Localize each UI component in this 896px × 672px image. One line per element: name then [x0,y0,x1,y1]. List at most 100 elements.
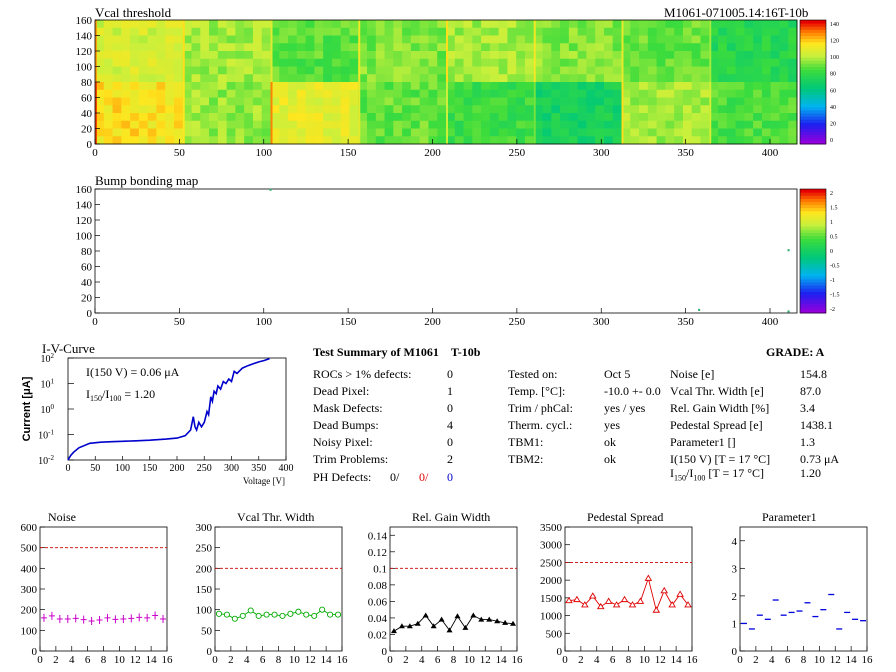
heatmap-cell [279,105,289,114]
heatmap-cell [288,43,298,52]
heatmap-cell [639,136,649,145]
palette-cell [800,137,826,142]
y-tick-label: 3000 [540,540,563,552]
heatmap-cell [191,20,201,29]
heatmap-cell [419,120,429,129]
heatmap-cell [138,51,149,60]
palette-cell [800,122,826,126]
grade-label: GRADE: A [766,345,825,359]
heatmap-cell [138,136,149,145]
heatmap-cell [463,113,473,122]
heatmap-cell [735,27,745,36]
heatmap-cell [630,20,640,29]
heatmap-cell [217,43,228,52]
dead-bump-point [787,249,790,252]
x-tick-label: 8 [276,654,282,666]
heatmap-cell [349,136,359,145]
heatmap-cell [305,89,315,98]
heatmap-cell [498,58,508,67]
heatmap-cell [577,136,587,145]
heatmap-cell [156,113,166,122]
palette-cell [800,29,826,33]
heatmap-cell [542,74,552,83]
heatmap-cell [507,128,517,137]
y-tick-label: 100 [21,625,38,637]
heatmap-cell [595,35,605,44]
heatmap-cell [603,20,614,29]
heatmap-cell [639,20,649,29]
roc-edge [182,20,185,82]
heatmap-cell [551,35,561,44]
heatmap-cell [472,43,482,52]
heatmap-cell [481,113,491,122]
heatmap-cell [226,51,236,60]
heatmap-cell [498,128,508,137]
iv-x-tick-label: 150 [142,463,157,474]
heatmap-cell [770,120,780,129]
heatmap-cell [358,82,368,91]
heatmap-cell [524,74,535,83]
heatmap-cell [454,105,464,114]
heatmap-cell [621,20,631,29]
palette-cell [800,35,826,40]
summary-defect-value: 2 [447,452,453,466]
x-tick-label: 12 [655,654,666,666]
heatmap-cell [489,51,500,60]
heatmap-cell [612,66,622,75]
palette-cell [800,44,826,49]
heatmap-cell [718,58,728,67]
heatmap-cell [226,82,236,91]
x-tick-label: 14 [846,654,858,666]
heatmap-cell [595,58,605,67]
summary-defect-value: 0 [447,367,453,381]
palette-tick-label: -0.5 [830,264,840,270]
heatmap-cell [402,66,412,75]
heatmap-cell [779,66,789,75]
heatmap-cell [165,27,175,36]
heatmap-cell [542,20,552,29]
heatmap-cell [95,97,105,106]
y-tick-label: 0.08 [368,580,388,592]
heatmap-cell [568,58,579,67]
heatmap-cell [244,35,254,44]
data-point [303,611,310,618]
heatmap-cell [393,51,403,60]
heatmap-cell [524,51,535,60]
heatmap-cell [630,113,640,122]
heatmap-cell [533,89,543,98]
heatmap-cell [244,74,254,83]
heatmap-cell [103,128,113,137]
heatmap-cell [568,27,579,36]
heatmap-cell [507,136,517,145]
heatmap-cell [612,105,622,114]
heatmap-cell [226,27,236,36]
heatmap-cell [674,89,684,98]
heatmap-cell [446,120,456,129]
heatmap-cell [182,89,192,98]
heatmap-cell [121,66,131,75]
heatmap-cell [428,128,438,137]
y-tick-label: 120 [76,215,93,227]
heatmap-cell [138,20,149,29]
heatmap-cell [252,66,263,75]
palette-cell [800,78,826,83]
heatmap-cell [744,51,754,60]
heatmap-cell [761,82,772,91]
heatmap-cell [121,27,131,36]
x-tick-label: 12 [480,654,491,666]
heatmap-cell [507,58,517,67]
heatmap-cell [112,105,122,114]
heatmap-cell [770,113,780,122]
heatmap-cell [498,43,508,52]
heatmap-cell [718,105,728,114]
heatmap-cell [691,82,701,91]
heatmap-cell [165,43,175,52]
heatmap-cell [463,82,473,91]
palette-cell [800,94,826,98]
heatmap-cell [691,74,701,83]
heatmap-cell [533,136,543,145]
heatmap-cell [288,120,298,129]
palette-cell [800,66,826,71]
iv-y-tick-label: 100 [41,403,55,416]
